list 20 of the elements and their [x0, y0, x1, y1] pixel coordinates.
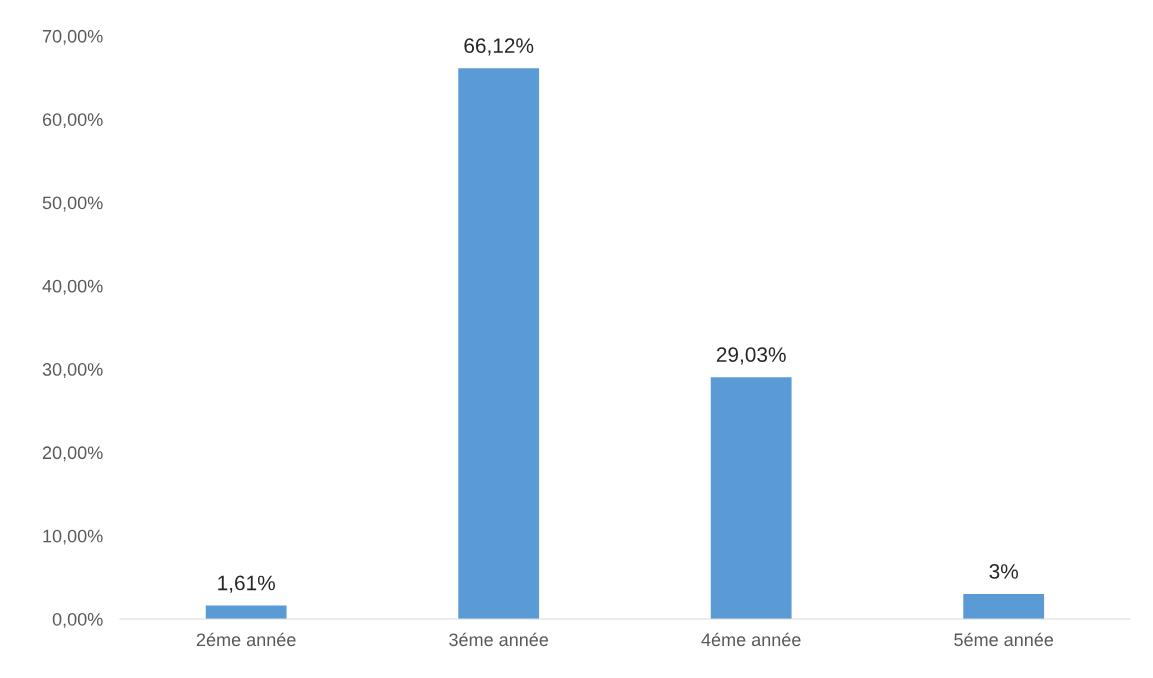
x-tick-label: 4éme année — [701, 632, 801, 647]
x-tick-label: 3éme année — [449, 632, 549, 647]
data-label: 66,12% — [464, 38, 534, 56]
data-label: 1,61% — [218, 575, 275, 593]
y-tick-label: 40,00% — [42, 279, 103, 295]
y-tick-label: 0,00% — [52, 612, 103, 628]
data-label: 3% — [989, 564, 1018, 579]
x-tick-label: 2éme année — [196, 632, 296, 647]
y-tick-label: 50,00% — [42, 196, 103, 212]
data-label: 29,03% — [716, 347, 786, 365]
y-tick-label: 60,00% — [42, 113, 103, 129]
y-tick-label: 30,00% — [42, 363, 103, 378]
y-tick-label: 70,00% — [42, 29, 103, 45]
bar — [710, 377, 792, 620]
y-tick-label: 20,00% — [42, 446, 103, 462]
bar — [205, 605, 287, 620]
bar — [458, 68, 540, 620]
x-tick-label: 5éme année — [954, 632, 1054, 647]
bar — [963, 594, 1045, 620]
y-tick-label: 10,00% — [43, 529, 103, 545]
